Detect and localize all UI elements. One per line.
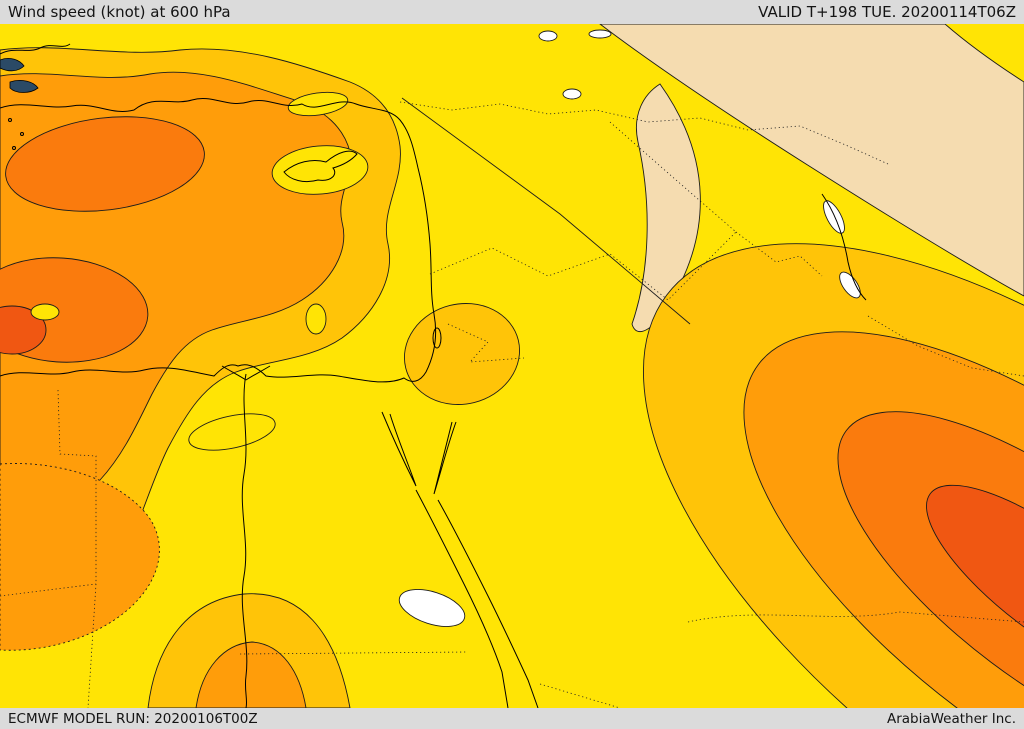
aegean-island-2 xyxy=(20,132,24,136)
map-canvas xyxy=(0,24,1024,708)
border-saudi-yemen-oman xyxy=(687,611,1024,623)
aegean-island-1 xyxy=(8,118,12,122)
dead-sea xyxy=(432,327,442,349)
gulf-sliver-north xyxy=(823,200,845,234)
southeast-band-group xyxy=(642,243,1024,708)
yellow-patch-lebanon xyxy=(305,303,327,335)
gulf-sliver-south xyxy=(839,271,861,299)
gulf-of-aqaba xyxy=(433,421,457,495)
gulf-of-suez xyxy=(381,411,417,487)
southwest-orange-blob xyxy=(0,463,160,651)
border-turkey-syria-iraq xyxy=(399,101,889,165)
tan-wedge xyxy=(631,83,701,333)
marmara-sea-patch xyxy=(0,58,25,72)
contour-fill-layer xyxy=(0,24,1024,708)
border-egypt-libya xyxy=(57,389,97,708)
levant-amber-patch xyxy=(403,303,521,405)
coastline-layer xyxy=(0,43,867,708)
southeast-red-core xyxy=(926,484,1024,684)
model-run-label: ECMWF MODEL RUN: 20200106T00Z xyxy=(8,710,258,727)
mediterranean-coastline xyxy=(0,98,437,383)
tan-band xyxy=(599,24,1024,297)
turkey-lake-3 xyxy=(562,88,582,100)
wind-speed-map-svg xyxy=(0,24,1024,708)
aegean-island-3 xyxy=(12,146,16,150)
turkey-lake-2 xyxy=(588,29,612,39)
cyprus-island xyxy=(283,150,358,183)
south-orange-tongue xyxy=(195,641,307,708)
straight-border-line xyxy=(401,97,691,325)
valid-time-label: VALID T+198 TUE. 20200114T06Z xyxy=(758,3,1016,21)
border-layer xyxy=(0,101,1024,708)
yellow-patch-west-edge xyxy=(30,303,60,321)
nile-delta-branches xyxy=(221,365,271,381)
yellow-patch-anatolia xyxy=(287,91,349,117)
brand-label: ArabiaWeather Inc. xyxy=(886,710,1016,727)
border-iraq-saudi xyxy=(429,231,737,301)
redsea-west-coast xyxy=(415,489,509,708)
yellow-patch-delta xyxy=(188,413,276,451)
footer-bar: ECMWF MODEL RUN: 20200106T00Z ArabiaWeat… xyxy=(0,708,1024,729)
nile-river xyxy=(241,373,248,708)
west-deep-core-north xyxy=(5,116,205,212)
aegean-sea-patch xyxy=(9,80,39,93)
header-bar: Wind speed (knot) at 600 hPa VALID T+198… xyxy=(0,0,1024,24)
border-syria-iraq xyxy=(609,121,737,233)
west-red-core xyxy=(0,305,47,355)
blacksea-coast-fragment xyxy=(0,43,71,55)
border-libya-sudan xyxy=(0,583,97,597)
map-title: Wind speed (knot) at 600 hPa xyxy=(8,3,231,21)
border-kuwait xyxy=(735,231,823,277)
turkey-lake-1 xyxy=(538,30,558,42)
redsea-east-coast xyxy=(437,499,539,708)
lake-layer xyxy=(398,29,861,627)
redsea-white-minimum xyxy=(398,589,466,627)
persian-gulf-coast xyxy=(821,193,867,301)
border-saudi-uae xyxy=(867,315,1024,377)
